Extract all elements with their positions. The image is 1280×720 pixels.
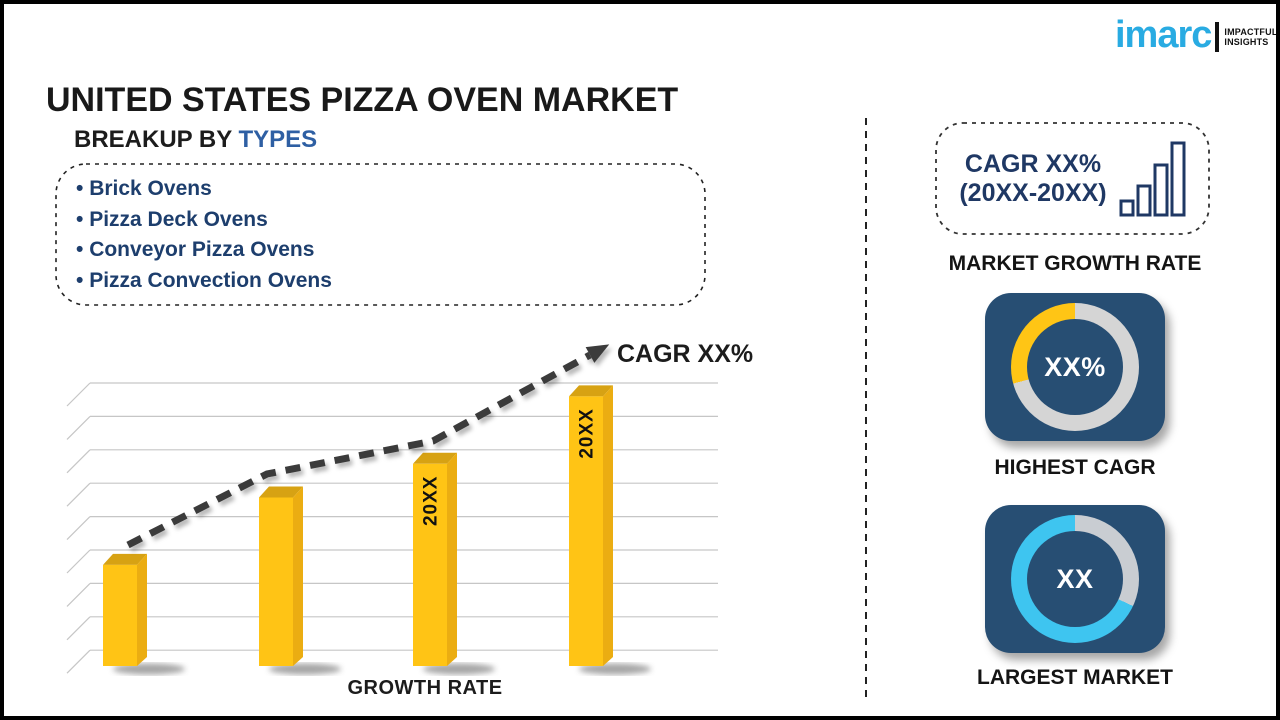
logo-tagline-line1: IMPACTFUL <box>1224 26 1278 37</box>
dashed-border <box>935 122 1210 235</box>
cagr-line2: (20XX-20XX) <box>959 179 1107 207</box>
dashed-border <box>55 163 706 306</box>
chart-x-axis-label: GROWTH RATE <box>347 677 503 699</box>
cagr-trend-label: CAGR XX% <box>617 340 754 368</box>
imarc-logo: imarc IMPACTFUL INSIGHTS <box>1115 16 1278 54</box>
logo-tagline: IMPACTFUL INSIGHTS <box>1224 27 1277 48</box>
list-item: Pizza Convection Ovens <box>76 266 332 297</box>
bar-chart-canvas: 20XX 20XX <box>66 344 718 675</box>
logo-divider-bar <box>1215 22 1220 52</box>
largest-market-donut: XX <box>1011 515 1139 643</box>
page-title: UNITED STATES PIZZA OVEN MARKET <box>46 80 679 119</box>
list-item: Brick Ovens <box>76 174 332 205</box>
largest-market-caption: LARGEST MARKET <box>977 666 1173 689</box>
market-growth-rate-caption: MARKET GROWTH RATE <box>948 252 1202 275</box>
highest-cagr-caption: HIGHEST CAGR <box>994 456 1156 479</box>
svg-text:20XX: 20XX <box>577 408 598 458</box>
logo-tagline-line2: INSIGHTS <box>1224 37 1269 47</box>
imarc-logo-wordmark: imarc <box>1115 14 1212 56</box>
breakup-types-box: Brick Ovens Pizza Deck Ovens Conveyor Pi… <box>55 163 707 307</box>
breakup-heading-highlight: TYPES <box>238 126 318 153</box>
largest-market-card: XX <box>985 505 1165 653</box>
rising-bars-icon <box>1119 141 1186 217</box>
breakup-heading-prefix: BREAKUP BY <box>74 126 239 153</box>
section-divider <box>865 118 867 698</box>
list-item: Pizza Deck Ovens <box>76 205 332 236</box>
list-item: Conveyor Pizza Ovens <box>76 235 332 266</box>
highest-cagr-donut: XX% <box>1011 303 1139 431</box>
svg-text:20XX: 20XX <box>421 476 442 526</box>
cagr-line1: CAGR XX% <box>964 150 1102 178</box>
highest-cagr-value: XX% <box>1027 319 1123 415</box>
market-growth-rate-box: CAGR XX% (20XX-20XX) <box>935 122 1211 236</box>
highest-cagr-card: XX% <box>985 293 1165 441</box>
largest-market-value: XX <box>1027 531 1123 627</box>
breakup-heading: BREAKUP BY TYPES <box>74 126 317 154</box>
growth-bar-chart: 20XX 20XX <box>60 335 750 693</box>
cagr-value-text: CAGR XX% (20XX-20XX) <box>959 150 1106 208</box>
types-list: Brick Ovens Pizza Deck Ovens Conveyor Pi… <box>76 174 332 296</box>
